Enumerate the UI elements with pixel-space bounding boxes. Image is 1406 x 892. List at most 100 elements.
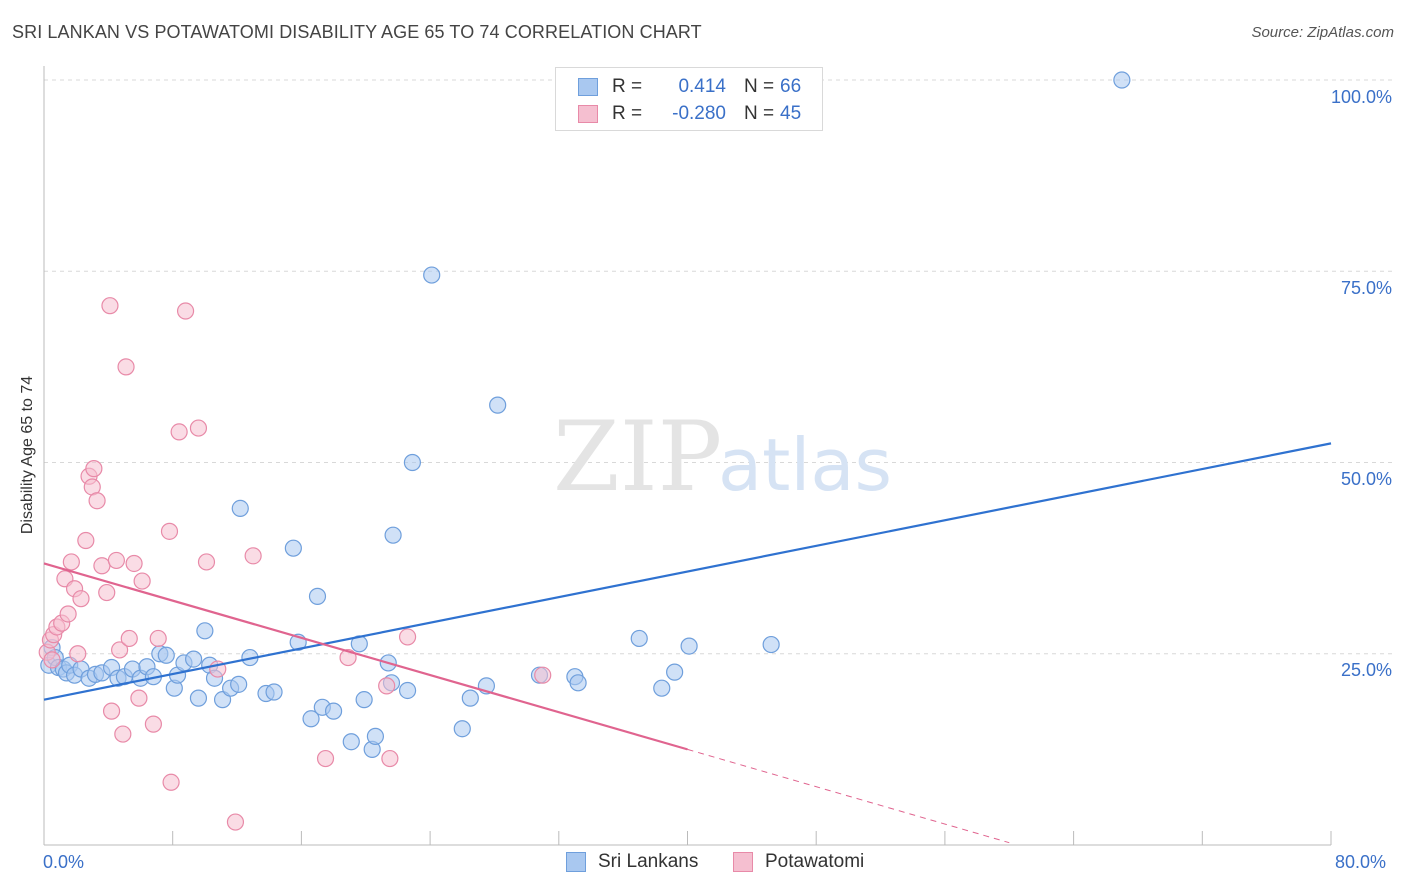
potawatomi-trend-extension (687, 748, 1010, 844)
sri-lankans-point (355, 691, 373, 709)
sri-lankans-point (284, 539, 302, 557)
n-value: 45 (780, 103, 802, 124)
sri-lankans-point (1113, 71, 1131, 89)
sri-lankans-point (762, 635, 780, 654)
potawatomi-point (162, 773, 180, 791)
legend-swatch-blue (566, 852, 586, 872)
r-label: R = (612, 76, 643, 97)
potawatomi-point (72, 590, 90, 608)
sri-lankans-point (324, 702, 343, 720)
y-tick-100: 100.0% (1330, 87, 1392, 107)
potawatomi-point (117, 358, 135, 376)
sri-lankans-point (230, 675, 248, 693)
r-label: R = (612, 103, 643, 124)
sri-lankans-point (423, 266, 441, 284)
sri-lankans-point (489, 396, 507, 414)
legend-row-sri-lankans: R = 0.414 N = 66 (578, 74, 801, 100)
sri-lankans-point (630, 629, 648, 648)
potawatomi-point (160, 522, 179, 540)
potawatomi-point (226, 813, 245, 831)
n-label: N = (744, 76, 775, 97)
x-tick-min: 0.0% (43, 852, 85, 872)
sri-lankans-point (461, 689, 479, 707)
potawatomi-point (133, 572, 151, 590)
y-tick-50: 50.0% (1340, 469, 1392, 489)
potawatomi-trend-line (43, 562, 688, 751)
potawatomi-point (381, 749, 399, 768)
potawatomi-point (125, 554, 143, 573)
potawatomi-point (107, 551, 125, 570)
y-tick-75: 75.0% (1340, 278, 1392, 298)
potawatomi-point (197, 553, 216, 571)
sri-lankans-point (680, 637, 698, 655)
potawatomi-point (111, 641, 129, 659)
sri-lankans-point (653, 679, 671, 697)
sri-lankans-point (384, 526, 402, 544)
potawatomi-point (88, 492, 106, 510)
r-value: 0.414 (678, 76, 726, 97)
sri-lankans-point (185, 650, 203, 668)
legend-swatch-blue (578, 78, 598, 96)
potawatomi-point (316, 749, 335, 768)
legend-swatch-pink (733, 852, 753, 872)
potawatomi-point (85, 460, 103, 478)
n-value: 66 (780, 76, 802, 97)
sri-lankans-point (398, 681, 417, 700)
potawatomi-point (378, 677, 396, 695)
potawatomi-point (398, 628, 417, 646)
potawatomi-points (38, 297, 552, 831)
x-tick-max: 80.0% (1335, 852, 1387, 872)
sri-lankans-point (342, 733, 360, 751)
axes (43, 66, 1332, 846)
potawatomi-point (170, 423, 188, 441)
potawatomi-point (101, 297, 119, 315)
watermark-zip: ZIP (553, 401, 722, 513)
legend-row-potawatomi: R = -0.280 N = 45 (578, 101, 801, 127)
sri-lankans-point (189, 689, 208, 707)
legend-label: Potawatomi (765, 851, 865, 872)
sri-lankans-point (196, 622, 214, 640)
potawatomi-point (149, 629, 167, 648)
sri-lankans-point (265, 683, 283, 701)
potawatomi-point (69, 645, 87, 663)
y-tick-25: 25.0% (1340, 660, 1392, 680)
sri-lankans-point (157, 646, 175, 664)
potawatomi-point (62, 553, 80, 571)
potawatomi-point (189, 419, 208, 437)
potawatomi-point (102, 702, 121, 720)
n-label: N = (744, 103, 775, 124)
sri-lankans-trend-line (43, 442, 1332, 701)
potawatomi-point (93, 557, 111, 575)
gridlines (44, 79, 1395, 655)
r-value: -0.280 (672, 103, 726, 124)
sri-lankans-point (308, 587, 327, 605)
sri-lankans-point (231, 499, 249, 517)
potawatomi-point (59, 605, 77, 623)
correlation-legend: R = 0.414 N = 66 R = -0.280 N = 45 (555, 67, 823, 131)
potawatomi-point (534, 666, 552, 684)
series-legend: Sri Lankans Potawatomi (0, 851, 1406, 877)
potawatomi-point (98, 583, 116, 602)
potawatomi-point (77, 531, 95, 550)
potawatomi-point (120, 629, 138, 648)
legend-swatch-pink (578, 105, 598, 123)
source-label: Source: ZipAtlas.com (1251, 24, 1394, 41)
potawatomi-point (43, 651, 61, 669)
legend-item-sri-lankans[interactable]: Sri Lankans (566, 851, 698, 873)
sri-lankans-point (453, 720, 471, 738)
chart-title: SRI LANKAN VS POTAWATOMI DISABILITY AGE … (12, 22, 702, 42)
potawatomi-point (144, 715, 162, 733)
potawatomi-point (114, 725, 132, 743)
legend-item-potawatomi[interactable]: Potawatomi (733, 851, 864, 873)
watermark-atlas: atlas (718, 423, 892, 507)
sri-lankans-point (302, 710, 320, 728)
sri-lankans-point (366, 727, 385, 745)
potawatomi-point (244, 547, 262, 565)
sri-lankans-point (666, 663, 684, 681)
potawatomi-point (176, 302, 195, 320)
sri-lankans-point (569, 674, 587, 692)
sri-lankans-point (403, 453, 422, 472)
potawatomi-point (130, 689, 148, 707)
trend-lines (43, 442, 1332, 844)
